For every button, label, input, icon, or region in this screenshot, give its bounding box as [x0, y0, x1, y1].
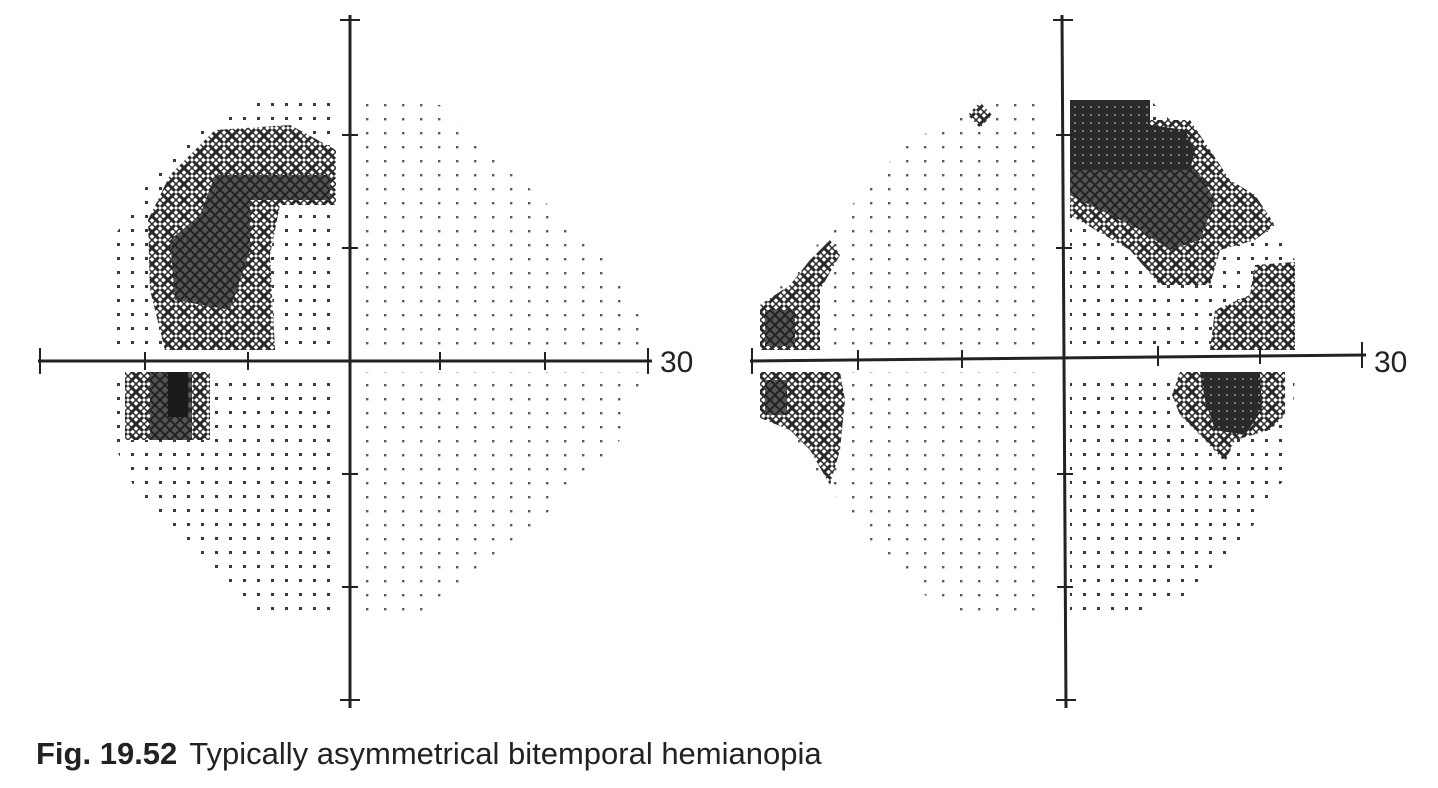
figure-caption: Fig. 19.52 Typically asymmetrical bitempo…	[36, 736, 822, 772]
right-field-dots-upper-left	[760, 100, 1050, 350]
right-horizontal-axis	[749, 353, 1367, 363]
right-eye-field: 30	[749, 14, 1407, 709]
right-defect-upper-spot	[968, 102, 992, 128]
figure-number: Fig. 19.52	[36, 736, 178, 771]
right-defect-temporal-upper-dark	[765, 310, 795, 346]
left-vertical-ticks	[340, 19, 360, 701]
left-axis-label: 30	[660, 346, 693, 379]
right-vertical-axis	[1060, 14, 1068, 709]
right-defect-upper-dense	[1070, 100, 1195, 170]
right-vertical-ticks	[1053, 19, 1076, 701]
figure-caption-text: Typically asymmetrical bitemporal hemian…	[189, 736, 822, 771]
left-field-dots-lower-right	[360, 372, 645, 615]
right-horizontal-ticks	[751, 342, 1363, 374]
right-defect-temporal-lower-dark	[765, 380, 787, 415]
left-defect-upper-dark-band	[170, 175, 330, 310]
left-defect-lower-core	[168, 372, 188, 417]
left-eye-field: 30	[38, 15, 693, 708]
right-axis-label: 30	[1374, 346, 1407, 379]
left-field-dots-upper-right	[360, 100, 648, 350]
right-defect-lower-dense	[1200, 372, 1262, 435]
right-defect-peripheral-cross	[1210, 262, 1295, 350]
left-horizontal-ticks	[39, 348, 649, 374]
visual-field-figure: 30	[38, 14, 1407, 709]
